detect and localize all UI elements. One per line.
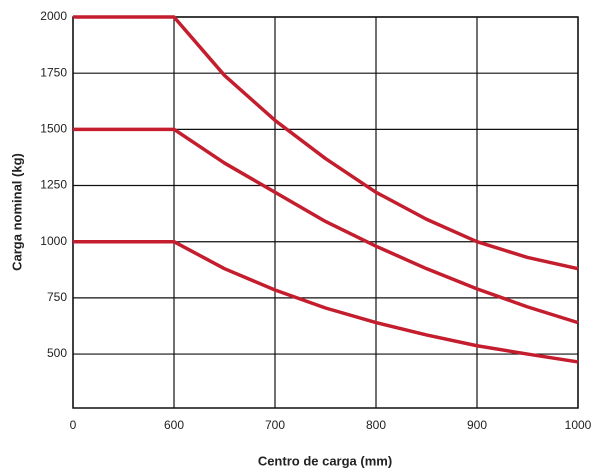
- y-tick-label: 1750: [40, 65, 67, 79]
- x-tick-label: 600: [164, 418, 184, 432]
- x-axis-label: Centro de carga (mm): [258, 453, 392, 468]
- x-tick-label: 1000: [565, 418, 592, 432]
- load-curve: [73, 239, 579, 364]
- load-curve: [73, 15, 579, 271]
- load-curve: [73, 127, 579, 325]
- plot-frame: [72, 16, 579, 409]
- x-tick-label: 800: [366, 418, 386, 432]
- y-tick-label: 750: [47, 290, 67, 304]
- x-tick-label: 900: [467, 418, 487, 432]
- y-tick-label: 2000: [40, 9, 67, 23]
- y-tick-label: 1000: [40, 234, 67, 248]
- x-tick-label: 0: [70, 418, 77, 432]
- y-tick-label: 1250: [40, 178, 67, 192]
- x-tick-label: 700: [265, 418, 285, 432]
- y-axis-label: Carga nominal (kg): [9, 153, 24, 271]
- y-tick-label: 500: [47, 346, 67, 360]
- y-tick-label: 1500: [40, 122, 67, 136]
